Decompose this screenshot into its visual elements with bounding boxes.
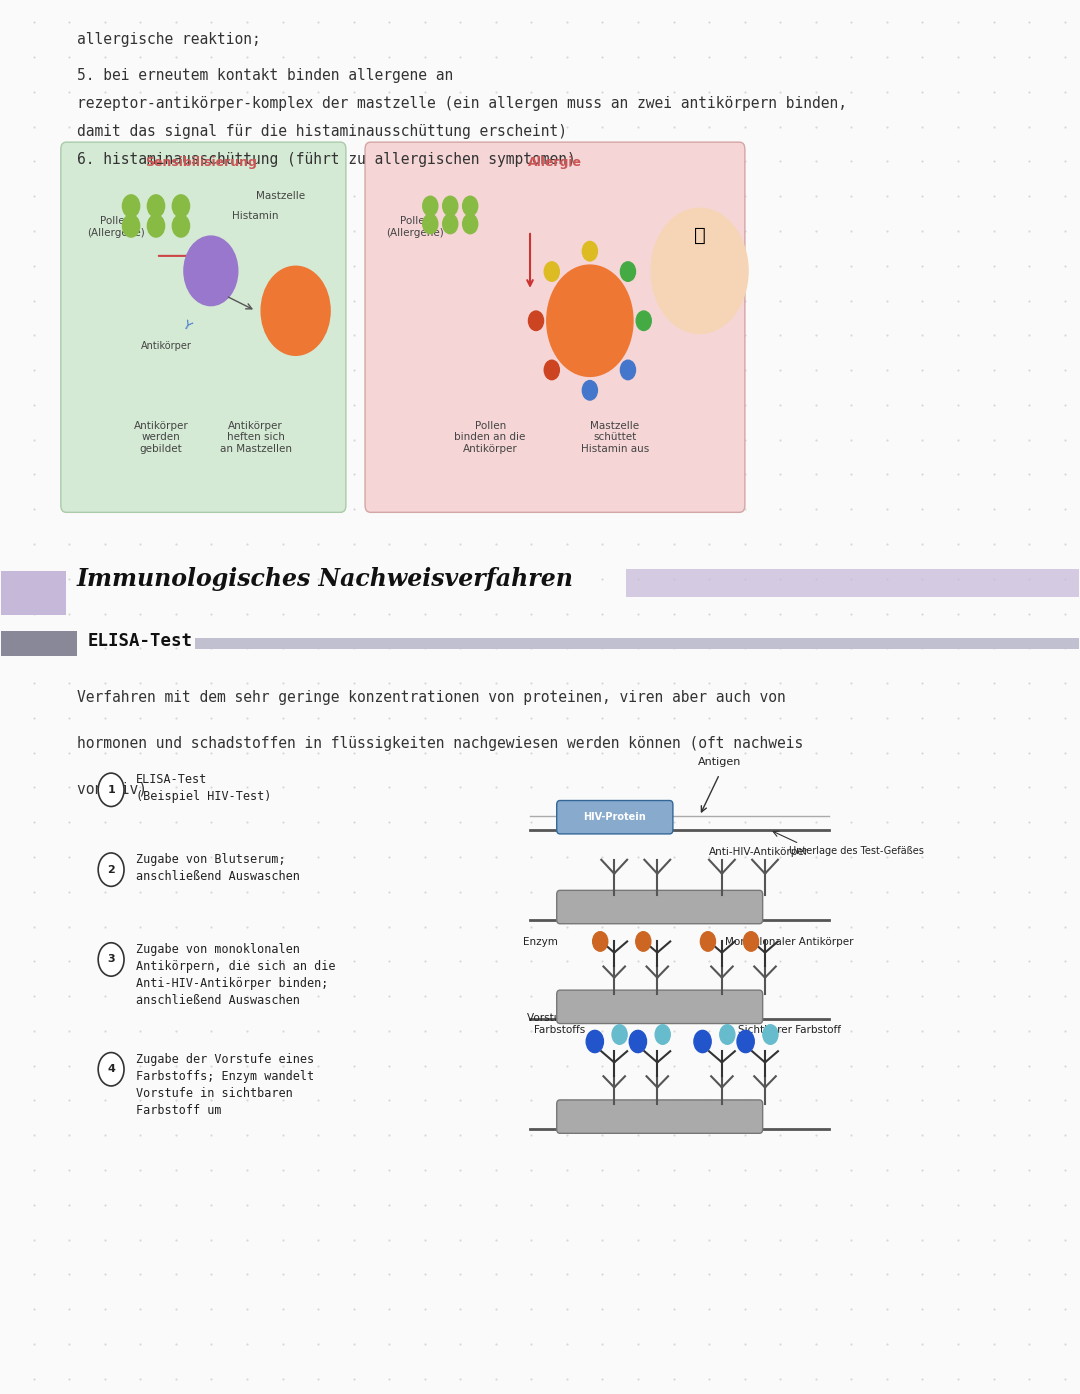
Circle shape (122, 195, 139, 217)
Text: Zugabe von Blutserum;
anschließend Auswaschen: Zugabe von Blutserum; anschließend Auswa… (136, 853, 300, 882)
Text: Vorstufe des
Farbstoffs: Vorstufe des Farbstoffs (527, 1013, 593, 1034)
Text: 👃: 👃 (693, 226, 705, 245)
Circle shape (98, 942, 124, 976)
FancyBboxPatch shape (556, 891, 762, 924)
Text: Mastzelle: Mastzelle (256, 191, 306, 201)
FancyBboxPatch shape (556, 800, 673, 834)
Circle shape (528, 311, 543, 330)
Circle shape (762, 1025, 778, 1044)
Text: Y: Y (181, 319, 194, 333)
Text: Monoklonaler Antikörper: Monoklonaler Antikörper (725, 937, 853, 947)
Circle shape (651, 208, 748, 333)
Text: 1: 1 (107, 785, 114, 795)
Circle shape (462, 197, 477, 216)
Circle shape (586, 1030, 604, 1052)
Bar (1, 570, 66, 615)
Circle shape (422, 215, 437, 234)
Circle shape (620, 262, 635, 282)
Circle shape (630, 1030, 647, 1052)
Text: Sichtbarer Farbstoff: Sichtbarer Farbstoff (738, 1025, 841, 1034)
Text: Mastzelle
schüttet
Histamin aus: Mastzelle schüttet Histamin aus (581, 421, 649, 454)
FancyBboxPatch shape (556, 990, 762, 1023)
Circle shape (719, 1025, 734, 1044)
Text: Antigen: Antigen (698, 757, 741, 767)
Circle shape (743, 931, 758, 951)
Text: Zugabe der Vorstufe eines
Farbstoffs; Enzym wandelt
Vorstufe in sichtbaren
Farbs: Zugabe der Vorstufe eines Farbstoffs; En… (136, 1052, 314, 1117)
Text: Verfahren mit dem sehr geringe konzentrationen von proteinen, viren aber auch vo: Verfahren mit dem sehr geringe konzentra… (77, 690, 785, 705)
Circle shape (593, 931, 608, 951)
Circle shape (147, 215, 164, 237)
Circle shape (122, 215, 139, 237)
Circle shape (422, 197, 437, 216)
Text: Pollen
(Allergene): Pollen (Allergene) (387, 216, 444, 237)
FancyBboxPatch shape (556, 1100, 762, 1133)
Circle shape (147, 195, 164, 217)
Text: allergische reaktion;: allergische reaktion; (77, 32, 260, 47)
Circle shape (462, 215, 477, 234)
Text: Pollen
binden an die
Antikörper: Pollen binden an die Antikörper (455, 421, 526, 454)
Text: hormonen und schadstoffen in flüssigkeiten nachgewiesen werden können (oft nachw: hormonen und schadstoffen in flüssigkeit… (77, 736, 804, 751)
Circle shape (546, 265, 633, 376)
Circle shape (184, 236, 238, 305)
Circle shape (620, 360, 635, 379)
Circle shape (544, 360, 559, 379)
Text: ELISA-Test: ELISA-Test (87, 631, 192, 650)
FancyBboxPatch shape (60, 142, 346, 513)
Text: von hiv): von hiv) (77, 782, 147, 797)
Circle shape (636, 311, 651, 330)
Text: HIV-Protein: HIV-Protein (583, 813, 646, 822)
Circle shape (173, 195, 190, 217)
Circle shape (544, 262, 559, 282)
Circle shape (443, 197, 458, 216)
Text: 2: 2 (107, 864, 114, 874)
Circle shape (636, 931, 651, 951)
Text: 5. bei erneutem kontakt binden allergene an: 5. bei erneutem kontakt binden allergene… (77, 68, 453, 84)
Text: 3: 3 (107, 955, 114, 965)
Text: Zugabe von monoklonalen
Antikörpern, die sich an die
Anti-HIV-Antikörper binden;: Zugabe von monoklonalen Antikörpern, die… (136, 942, 336, 1006)
Circle shape (261, 266, 330, 355)
Bar (195, 638, 1079, 650)
Text: Pollen
(Allergene): Pollen (Allergene) (87, 216, 145, 237)
Text: 4: 4 (107, 1064, 116, 1075)
Text: Allergie: Allergie (528, 156, 582, 169)
Text: Sensibilisierung: Sensibilisierung (145, 156, 257, 169)
Text: Unterlage des Test-Gefäßes: Unterlage des Test-Gefäßes (789, 846, 924, 856)
Text: ELISA-Test
(Beispiel HIV-Test): ELISA-Test (Beispiel HIV-Test) (136, 774, 271, 803)
Circle shape (582, 241, 597, 261)
Circle shape (582, 381, 597, 400)
Circle shape (98, 853, 124, 887)
Circle shape (173, 215, 190, 237)
Text: Antikörper
werden
gebildet: Antikörper werden gebildet (134, 421, 188, 454)
Text: Immunologisches Nachweisverfahren: Immunologisches Nachweisverfahren (77, 567, 573, 591)
Text: Antikörper: Antikörper (140, 340, 191, 351)
Text: Enzym: Enzym (523, 937, 557, 947)
Circle shape (98, 1052, 124, 1086)
Circle shape (612, 1025, 627, 1044)
Text: rezeptor-antikörper-komplex der mastzelle (ein allergen muss an zwei antikörpern: rezeptor-antikörper-komplex der mastzell… (77, 96, 847, 112)
Circle shape (737, 1030, 754, 1052)
Text: 6. histaminausschüttung (führt zu allergischen symptomen): 6. histaminausschüttung (führt zu allerg… (77, 152, 576, 167)
Bar (626, 569, 1079, 597)
Text: Histamin: Histamin (232, 210, 279, 222)
Bar (1, 631, 77, 657)
Text: damit das signal für die histaminausschüttung erscheint): damit das signal für die histaminausschü… (77, 124, 567, 139)
Text: Antikörper
heften sich
an Mastzellen: Antikörper heften sich an Mastzellen (219, 421, 292, 454)
Circle shape (98, 774, 124, 807)
Circle shape (443, 215, 458, 234)
Circle shape (694, 1030, 711, 1052)
Circle shape (656, 1025, 671, 1044)
FancyBboxPatch shape (365, 142, 745, 513)
Text: Anti-HIV-Antikörper: Anti-HIV-Antikörper (710, 848, 810, 857)
Circle shape (701, 931, 715, 951)
